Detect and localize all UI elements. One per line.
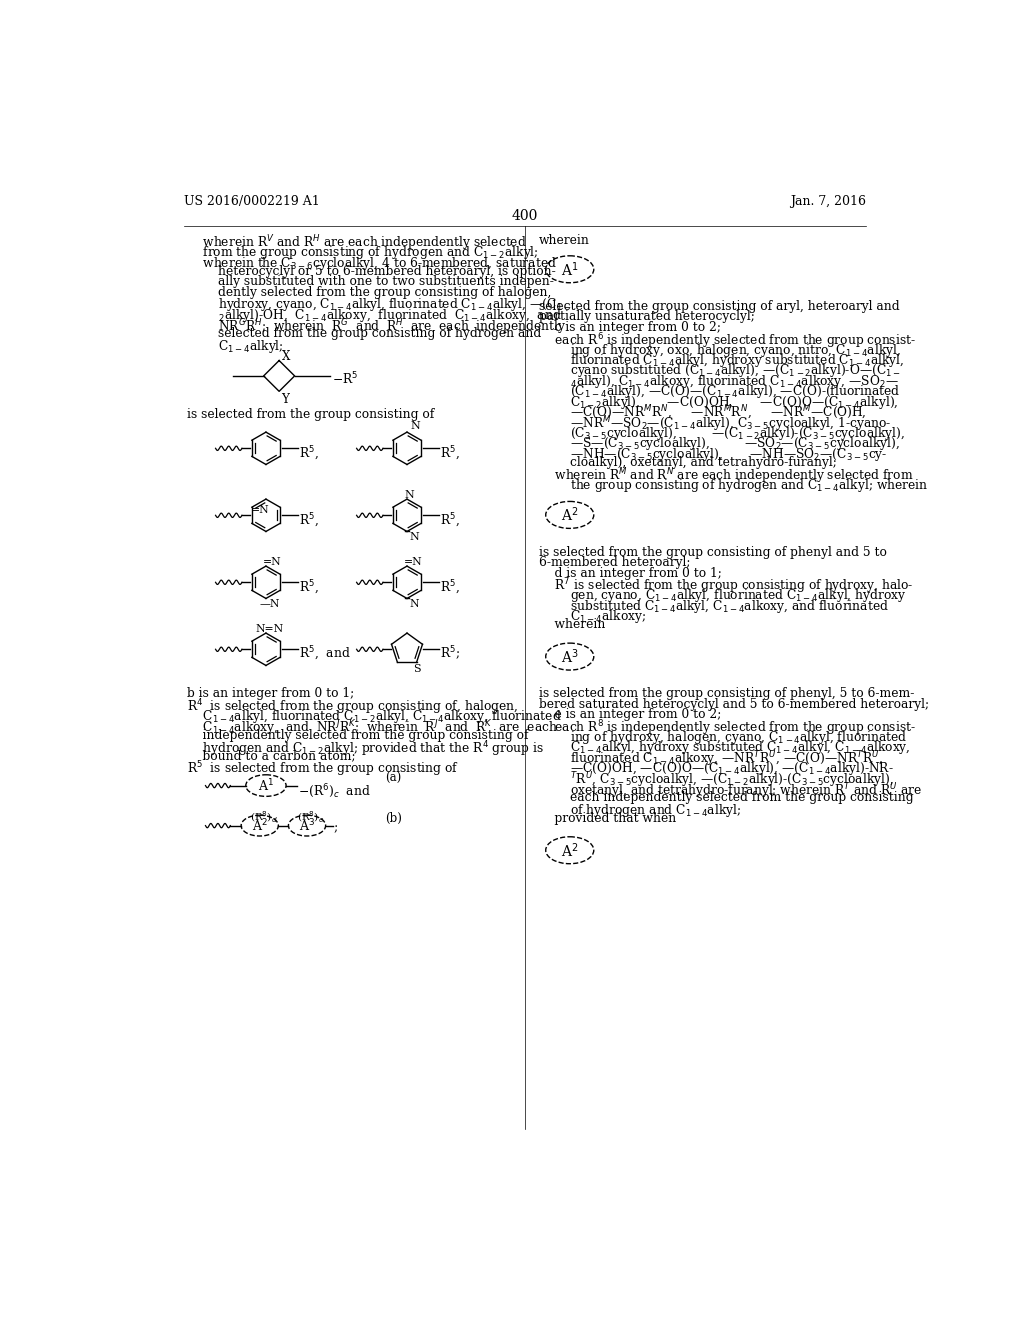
Text: e is an integer from 0 to 2;: e is an integer from 0 to 2; <box>539 708 721 721</box>
Text: US 2016/0002219 A1: US 2016/0002219 A1 <box>183 195 319 209</box>
Text: $-$(R$^6$)$_c$  and: $-$(R$^6$)$_c$ and <box>299 781 371 800</box>
Text: N: N <box>410 599 419 610</box>
Text: R$^5$,: R$^5$, <box>299 578 319 597</box>
Text: A$^2$: A$^2$ <box>252 817 267 834</box>
Text: heterocyclyl or 5 to 6-membered heteroaryl, is option-: heterocyclyl or 5 to 6-membered heteroar… <box>187 265 556 279</box>
Text: (R$^8$)$_d$: (R$^8$)$_d$ <box>250 809 278 825</box>
Text: is selected from the group consisting of phenyl and 5 to: is selected from the group consisting of… <box>539 545 887 558</box>
Text: (R$^8$)$_e$: (R$^8$)$_e$ <box>297 809 325 825</box>
Text: A$^3$: A$^3$ <box>561 647 579 665</box>
Text: R$^5$,: R$^5$, <box>299 511 319 529</box>
Text: substituted C$_{1-4}$alkyl, C$_{1-4}$alkoxy, and fluorinated: substituted C$_{1-4}$alkyl, C$_{1-4}$alk… <box>539 598 889 615</box>
Text: C$_{1-4}$alkyl, hydroxy substituted C$_{1-4}$alkyl, C$_{1-4}$alkoxy,: C$_{1-4}$alkyl, hydroxy substituted C$_{… <box>539 739 910 756</box>
Text: cyano substituted (C$_{1-4}$alkyl), —(C$_{1-2}$alkyl)-O—(C$_{1-}$: cyano substituted (C$_{1-4}$alkyl), —(C$… <box>539 363 901 379</box>
Text: cloalkyl), oxetanyl, and tetrahydro-furanyl;: cloalkyl), oxetanyl, and tetrahydro-fura… <box>539 455 837 469</box>
Text: A$^2$: A$^2$ <box>561 841 579 859</box>
Text: —C(O)—NR$^M$R$^N$,     —NR$^M$R$^N$,     —NR$^M$—C(O)H,: —C(O)—NR$^M$R$^N$, —NR$^M$R$^N$, —NR$^M$… <box>539 404 866 422</box>
Text: wherein the C$_{3-6}$cycloalkyl, 4 to 6-membered, saturated: wherein the C$_{3-6}$cycloalkyl, 4 to 6-… <box>187 255 557 272</box>
Text: =N: =N <box>251 506 270 515</box>
Text: each independently selected from the group consisting: each independently selected from the gro… <box>539 792 913 804</box>
Text: gen, cyano, C$_{1-4}$alkyl, fluorinated C$_{1-4}$alkyl, hydroxy: gen, cyano, C$_{1-4}$alkyl, fluorinated … <box>539 587 906 605</box>
Text: C$_{1-4}$alkyl;: C$_{1-4}$alkyl; <box>187 338 284 355</box>
Text: R$^5$  is selected from the group consisting of: R$^5$ is selected from the group consist… <box>187 760 459 779</box>
Text: =N: =N <box>263 557 282 566</box>
Text: from the group consisting of hydrogen and C$_{1-2}$alkyl;: from the group consisting of hydrogen an… <box>187 244 539 261</box>
Text: R$^7$ is selected from the group consisting of hydroxy, halo-: R$^7$ is selected from the group consist… <box>539 577 913 597</box>
Text: R$^4$  is selected from the group consisting of, halogen,: R$^4$ is selected from the group consist… <box>187 697 518 717</box>
Text: $^T$R$^U$, C$_{3-5}$cycloalkyl, —(C$_{1-2}$alkyl)-(C$_{3-5}$cycloalkyl),: $^T$R$^U$, C$_{3-5}$cycloalkyl, —(C$_{1-… <box>539 771 894 791</box>
Text: $_{4}$alkyl), C$_{1-4}$alkoxy, fluorinated C$_{1-4}$alkoxy, —SO$_2$—: $_{4}$alkyl), C$_{1-4}$alkoxy, fluorinat… <box>539 372 899 389</box>
Text: selected from the group consisting of aryl, heteroaryl and: selected from the group consisting of ar… <box>539 300 899 313</box>
Text: —C(O)OH, —C(O)O—(C$_{1-4}$alkyl), —(C$_{1-4}$alkyl)-NR-: —C(O)OH, —C(O)O—(C$_{1-4}$alkyl), —(C$_{… <box>539 760 894 777</box>
Text: oxetanyl, and tetrahydro-furanyl; wherein R$^T$ and R$^U$ are: oxetanyl, and tetrahydro-furanyl; wherei… <box>539 781 922 800</box>
Text: Y: Y <box>282 393 290 405</box>
Text: fluorinated C$_{1-4}$alkoxy, —NR$^T$R$^U$, —C(O)—NR$^T$R$^U$,: fluorinated C$_{1-4}$alkoxy, —NR$^T$R$^U… <box>539 750 883 770</box>
Text: R$^5$,: R$^5$, <box>440 511 460 529</box>
Text: R$^5$,: R$^5$, <box>440 445 460 462</box>
Text: C$_{1-4}$alkyl, fluorinated C$_{1-2}$alkyl, C$_{1-4}$alkoxy, fluorinated: C$_{1-4}$alkyl, fluorinated C$_{1-2}$alk… <box>187 708 561 725</box>
Text: N: N <box>411 421 421 432</box>
Text: b is an integer from 0 to 1;: b is an integer from 0 to 1; <box>187 686 354 700</box>
Text: Jan. 7, 2016: Jan. 7, 2016 <box>790 195 866 209</box>
Text: 400: 400 <box>512 209 538 223</box>
Text: R$^5$;: R$^5$; <box>440 645 461 664</box>
Text: c is an integer from 0 to 2;: c is an integer from 0 to 2; <box>539 321 721 334</box>
Text: —N: —N <box>260 599 281 610</box>
Text: (a): (a) <box>385 772 401 784</box>
Text: the group consisting of hydrogen and C$_{1-4}$alkyl; wherein: the group consisting of hydrogen and C$_… <box>539 477 928 494</box>
Text: S: S <box>413 664 420 675</box>
Text: A$^3$: A$^3$ <box>299 817 315 834</box>
Text: dently selected from the group consisting of halogen,: dently selected from the group consistin… <box>187 286 551 298</box>
Text: fluorinated C$_{1-4}$alkyl, hydroxy substituted C$_{1-4}$alkyl,: fluorinated C$_{1-4}$alkyl, hydroxy subs… <box>539 352 904 370</box>
Text: wherein R$^M$ and R$^N$ are each independently selected from: wherein R$^M$ and R$^N$ are each indepen… <box>539 466 913 486</box>
Text: N=N: N=N <box>255 624 284 634</box>
Text: wherein R$^{V}$ and R$^{H}$ are each independently selected: wherein R$^{V}$ and R$^{H}$ are each ind… <box>187 234 526 253</box>
Text: each R$^6$ is independently selected from the group consist-: each R$^6$ is independently selected fro… <box>539 331 915 351</box>
Text: bound to a carbon atom;: bound to a carbon atom; <box>187 750 355 763</box>
Text: ing of hydroxy, halogen, cyano, C$_{1-4}$alkyl, fluorinated: ing of hydroxy, halogen, cyano, C$_{1-4}… <box>539 729 907 746</box>
Text: NR$^{G}$R$^{H}$;  wherein  R$^{G}$  and  R$^{H}$  are  each  independently: NR$^{G}$R$^{H}$; wherein R$^{G}$ and R$^… <box>187 317 566 337</box>
Text: (C$_{3-5}$cycloalkyl),         —(C$_{1-2}$alkyl)-(C$_{3-5}$cycloalkyl),: (C$_{3-5}$cycloalkyl), —(C$_{1-2}$alkyl)… <box>539 425 904 442</box>
Text: C$_{1-4}$alkoxy,  and  NR$^J$R$^K$;  wherein  R$^J$  and  R$^K$  are  each: C$_{1-4}$alkoxy, and NR$^J$R$^K$; wherei… <box>187 718 558 738</box>
Text: R$^5$,: R$^5$, <box>299 445 319 462</box>
Text: is selected from the group consisting of: is selected from the group consisting of <box>187 408 434 421</box>
Text: N: N <box>404 490 415 500</box>
Text: —S—(C$_{3-5}$cycloalkyl),         —SO$_2$—(C$_{3-5}$cycloalkyl),: —S—(C$_{3-5}$cycloalkyl), —SO$_2$—(C$_{3… <box>539 436 900 453</box>
Text: R$^5$,  and: R$^5$, and <box>299 645 351 664</box>
Text: d is an integer from 0 to 1;: d is an integer from 0 to 1; <box>539 566 722 579</box>
Text: selected from the group consisting of hydrogen and: selected from the group consisting of hy… <box>187 327 541 341</box>
Text: of hydrogen and C$_{1-4}$alkyl;: of hydrogen and C$_{1-4}$alkyl; <box>539 801 741 818</box>
Text: —NR$^M$—SO$_2$—(C$_{1-4}$alkyl), C$_{3-5}$cycloalkyl, 1-cyano-: —NR$^M$—SO$_2$—(C$_{1-4}$alkyl), C$_{3-5… <box>539 414 891 434</box>
Text: C$_{1-4}$alkoxy;: C$_{1-4}$alkoxy; <box>539 609 646 626</box>
Text: $-$R$^5$: $-$R$^5$ <box>332 371 358 387</box>
Text: (C$_{1-4}$alkyl), —C(O)—(C$_{1-4}$alkyl), —C(O)-(fluorinated: (C$_{1-4}$alkyl), —C(O)—(C$_{1-4}$alkyl)… <box>539 383 900 400</box>
Text: 6-membered heteroaryl;: 6-membered heteroaryl; <box>539 556 690 569</box>
Text: ally substituted with one to two substituents indepen-: ally substituted with one to two substit… <box>187 276 554 289</box>
Text: partially unsaturated heterocyclyl;: partially unsaturated heterocyclyl; <box>539 310 755 323</box>
Text: ing of hydroxy, oxo, halogen, cyano, nitro, C$_{1-4}$alkyl,: ing of hydroxy, oxo, halogen, cyano, nit… <box>539 342 901 359</box>
Text: A$^1$: A$^1$ <box>258 777 274 793</box>
Text: independently selected from the group consisting of: independently selected from the group co… <box>187 729 528 742</box>
Text: A$^2$: A$^2$ <box>561 506 579 524</box>
Text: hydrogen and C$_{1-2}$alkyl; provided that the R$^4$ group is: hydrogen and C$_{1-2}$alkyl; provided th… <box>187 739 544 759</box>
Text: R$^5$,: R$^5$, <box>440 578 460 597</box>
Text: =N: =N <box>403 557 423 566</box>
Text: is selected from the group consisting of phenyl, 5 to 6-mem-: is selected from the group consisting of… <box>539 688 914 701</box>
Text: each R$^8$ is independently selected from the group consist-: each R$^8$ is independently selected fro… <box>539 718 915 738</box>
Text: wherein: wherein <box>539 619 605 631</box>
Text: bered saturated heterocyclyl and 5 to 6-membered heteroaryl;: bered saturated heterocyclyl and 5 to 6-… <box>539 698 929 710</box>
Text: provided that when: provided that when <box>539 812 676 825</box>
Text: C$_{1-2}$alkyl),       —C(O)OH,       —C(O)O—(C$_{1-4}$alkyl),: C$_{1-2}$alkyl), —C(O)OH, —C(O)O—(C$_{1-… <box>539 393 898 411</box>
Text: —NH—(C$_{3-5}$cycloalkyl),       —NH—SO$_2$—(C$_{3-5}$cy-: —NH—(C$_{3-5}$cycloalkyl), —NH—SO$_2$—(C… <box>539 446 887 462</box>
Text: $_{2}$alkyl)-OH,  C$_{1-4}$alkoxy,  fluorinated  C$_{1-4}$alkoxy,  and: $_{2}$alkyl)-OH, C$_{1-4}$alkoxy, fluori… <box>187 306 561 323</box>
Text: N: N <box>410 532 419 543</box>
Text: hydroxy, cyano, C$_{1-4}$alkyl, fluorinated C$_{1-4}$alkyl, —(C$_{1-}$: hydroxy, cyano, C$_{1-4}$alkyl, fluorina… <box>187 296 571 313</box>
Text: ;: ; <box>334 822 338 834</box>
Text: (b): (b) <box>385 812 402 825</box>
Text: A$^1$: A$^1$ <box>561 260 579 279</box>
Text: X: X <box>282 350 290 363</box>
Text: wherein: wherein <box>539 234 590 247</box>
